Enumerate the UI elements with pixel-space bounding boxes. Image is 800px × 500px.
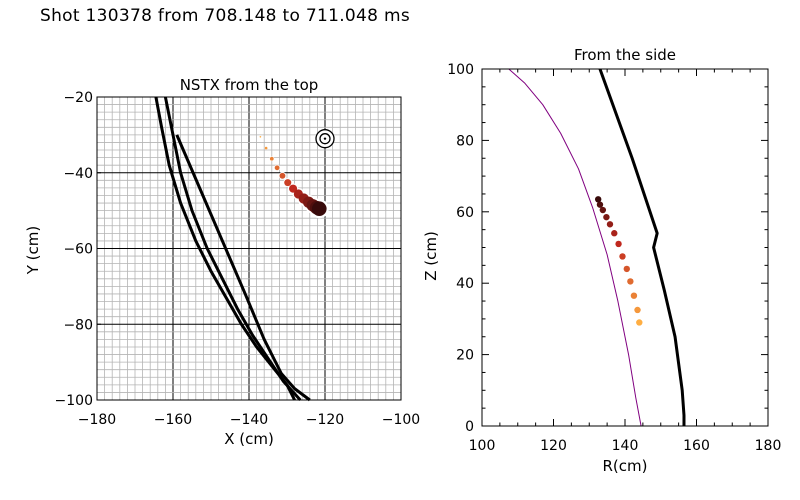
top-view-title: NSTX from the top (180, 76, 319, 94)
trail-point (284, 179, 292, 187)
x-tick-label: 120 (540, 438, 567, 454)
x-tick-label: 140 (612, 438, 639, 454)
x-tick-label: 100 (469, 438, 496, 454)
side-view-x-label: R(cm) (603, 457, 648, 475)
page-title: Shot 130378 from 708.148 to 711.048 ms (40, 6, 410, 26)
y-tick-label: −80 (63, 317, 93, 333)
trail-point (279, 172, 286, 179)
top-view-trail (259, 135, 329, 219)
trail-point (606, 221, 614, 228)
y-tick-label: −20 (63, 90, 93, 106)
x-tick-label: −160 (154, 412, 192, 428)
side-view-x-ticks: 100 120 140 160 180 (469, 69, 782, 454)
side-view-y-ticks: 0 20 40 60 80 100 (447, 62, 768, 435)
top-view-wall-curves (154, 96, 311, 402)
trail-point (312, 201, 327, 217)
y-tick-label: −60 (63, 242, 93, 258)
side-view-frame (481, 68, 769, 427)
inner-boundary-curve (508, 68, 642, 427)
top-view-x-ticks: −180 −160 −140 −120 −100 (78, 396, 420, 428)
side-view-trail (594, 196, 643, 326)
x-tick-label: 160 (683, 438, 710, 454)
trail-point (615, 240, 622, 248)
y-tick-label: 80 (456, 133, 474, 149)
trail-point (259, 135, 262, 138)
x-tick-label: −100 (382, 412, 420, 428)
side-view-panel: From the side 100 120 140 160 180 0204060801… (422, 46, 781, 475)
top-view-y-ticks: −100 −80 −60 −40 −20 (55, 90, 101, 409)
y-tick-label: 40 (456, 276, 474, 292)
wall-cross-curve (175, 134, 311, 402)
trail-point (630, 292, 638, 299)
top-view-y-label: Y (cm) (24, 226, 42, 276)
x-tick-label: −120 (306, 412, 344, 428)
top-view-x-label: X (cm) (224, 430, 274, 448)
trail-point (274, 165, 280, 171)
target-marker (315, 129, 335, 149)
trail-point (599, 206, 607, 214)
target-center (323, 137, 327, 140)
trail-point (619, 253, 626, 260)
side-view-title: From the side (574, 46, 676, 64)
y-tick-label: −40 (63, 166, 93, 182)
trail-point (623, 265, 630, 273)
y-tick-label: 0 (465, 419, 474, 435)
trail-point (269, 156, 274, 161)
trail-point (603, 213, 610, 221)
y-tick-label: 20 (456, 348, 474, 364)
x-tick-label: −180 (78, 412, 116, 428)
trail-point (636, 319, 643, 326)
vessel-wall-curve (598, 68, 686, 426)
y-tick-label: 60 (456, 205, 474, 221)
trail-point (289, 184, 298, 193)
trail-point (594, 196, 602, 203)
wall-inner-curve (154, 96, 296, 401)
side-view-curves (508, 68, 686, 427)
side-view-y-label: Z (cm) (422, 231, 440, 281)
trail-point (596, 201, 604, 208)
y-tick-label: −100 (55, 393, 93, 409)
trail-point (264, 146, 268, 150)
x-tick-label: −140 (230, 412, 268, 428)
top-view-panel: NSTX from the top −180 −160 −140 −120 −100 −… (24, 76, 420, 448)
trail-point (634, 306, 641, 314)
target-ring-inner (319, 133, 331, 145)
x-tick-label: 180 (755, 438, 782, 454)
y-tick-label: 100 (447, 62, 474, 78)
trail-point (627, 278, 634, 285)
top-view-grid (96, 96, 402, 401)
trail-point (611, 230, 618, 237)
